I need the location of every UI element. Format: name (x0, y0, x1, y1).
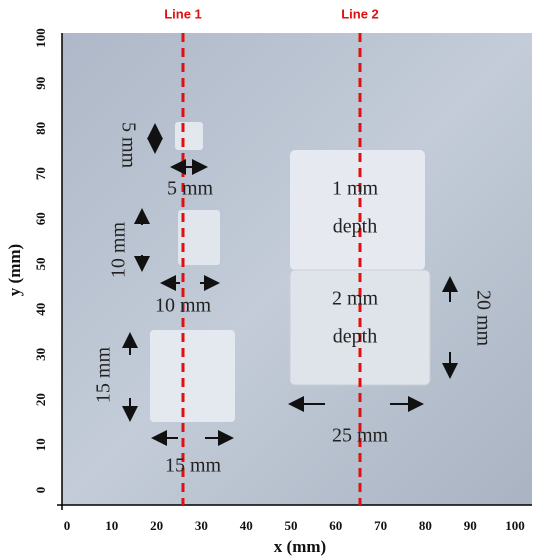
line-label: Line 2 (341, 6, 379, 21)
annotation: 25 mm (332, 425, 389, 447)
y-tick-label: 70 (33, 167, 48, 180)
x-tick-label: 0 (64, 518, 71, 533)
annotation: 5 mm (117, 122, 139, 169)
x-tick-label: 10 (105, 518, 118, 533)
x-axis-label: x (mm) (274, 537, 326, 556)
sample-5mm (175, 122, 203, 150)
sample-1mm-depth (290, 150, 425, 270)
annotation: 5 mm (167, 178, 214, 200)
y-tick-label: 60 (33, 212, 48, 225)
y-tick-label: 80 (33, 122, 48, 135)
y-tick-label: 30 (33, 348, 48, 361)
x-tick-label: 20 (150, 518, 163, 533)
x-tick-label: 100 (505, 518, 525, 533)
x-tick-label: 50 (285, 518, 298, 533)
annotation: 10 mm (155, 295, 212, 317)
y-tick-label: 50 (33, 258, 48, 271)
x-tick-label: 60 (329, 518, 342, 533)
annotation: 1 mm (332, 178, 379, 200)
x-tick-label: 70 (374, 518, 387, 533)
y-tick-label: 20 (33, 393, 48, 406)
x-tick-label: 90 (464, 518, 477, 533)
y-tick-label: 90 (33, 77, 48, 90)
line-label: Line 1 (164, 6, 202, 21)
annotation: depth (333, 216, 377, 238)
annotation: 10 mm (108, 222, 130, 279)
annotation: 15 mm (93, 347, 115, 404)
annotation: 2 mm (332, 288, 379, 310)
y-tick-label: 100 (33, 28, 48, 48)
y-tick-label: 10 (33, 438, 48, 451)
y-tick-label: 40 (33, 303, 48, 316)
x-tick-label: 40 (240, 518, 253, 533)
annotation: 15 mm (165, 455, 222, 477)
sample-10mm (178, 210, 220, 265)
annotation: 20 mm (472, 290, 494, 347)
sample-15mm (150, 330, 235, 422)
x-tick-label: 30 (195, 518, 208, 533)
y-tick-label: 0 (33, 487, 48, 494)
annotation: depth (333, 326, 377, 348)
y-axis-label: y (mm) (5, 244, 24, 296)
x-tick-label: 80 (419, 518, 432, 533)
